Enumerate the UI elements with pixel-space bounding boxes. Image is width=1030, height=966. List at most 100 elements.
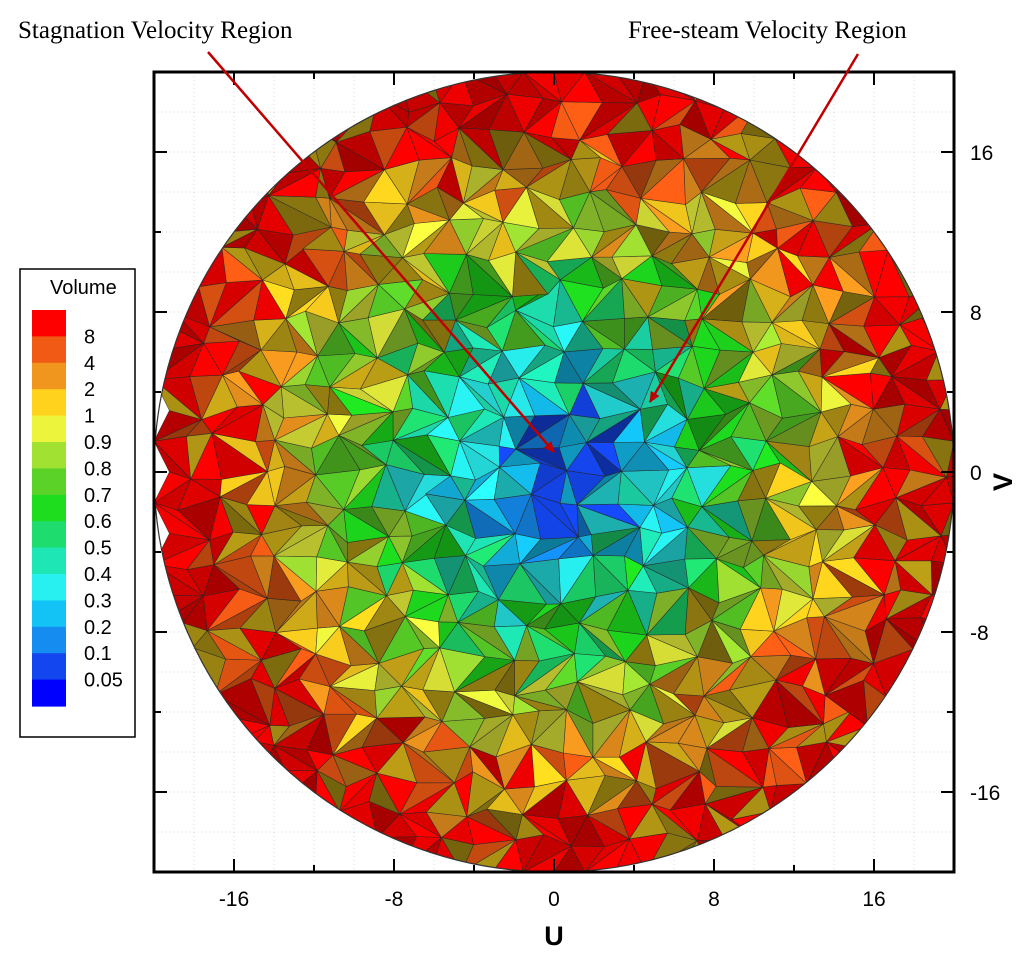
legend-swatch [32, 389, 66, 417]
mesh-triangle [774, 105, 815, 139]
legend-label: 4 [84, 353, 95, 375]
mesh-triangle [337, 72, 380, 102]
legend-label: 0.05 [84, 670, 123, 692]
mesh-triangle [192, 677, 216, 728]
y-tick-label: 8 [970, 302, 982, 325]
legend-swatch [32, 521, 66, 549]
mesh-triangle [491, 72, 524, 95]
legend-label: 0.4 [84, 564, 112, 586]
mesh-triangle [921, 286, 954, 319]
legend-label: 0.5 [84, 538, 112, 560]
y-tick-label: -8 [970, 622, 989, 645]
color-legend: Volume 8 4 2 1 0.9 0.8 0.7 0.6 0.5 0.4 0.3 0.2 0.1 0.… [19, 268, 136, 738]
mesh-triangle [377, 836, 418, 872]
mesh-triangle [553, 72, 586, 103]
mesh-triangle [283, 109, 315, 131]
legend-items: 8 4 2 1 0.9 0.8 0.7 0.6 0.5 0.4 0.3 0.2 0.1 0.05 [32, 310, 123, 707]
mesh-triangle [806, 782, 839, 812]
mesh-triangle [946, 471, 954, 504]
mesh-triangle [835, 166, 883, 193]
legend-swatch [32, 600, 66, 628]
mesh-triangle [212, 158, 268, 200]
x-tick-label: -16 [219, 888, 249, 911]
mesh-triangle [154, 255, 200, 288]
mesh-triangle [760, 810, 782, 850]
mesh-triangle [256, 770, 286, 806]
legend-swatch [32, 679, 66, 707]
legend-swatch [32, 336, 66, 364]
legend-swatch [32, 415, 66, 443]
mesh-triangle [316, 841, 363, 872]
legend-swatch [32, 310, 66, 337]
legend-label: 0.7 [84, 485, 112, 507]
legend-swatch [32, 442, 66, 469]
legend-swatch [32, 574, 66, 601]
mesh-triangle [939, 408, 954, 442]
mesh-triangle [369, 836, 401, 872]
mesh-triangle [770, 783, 808, 813]
mesh-triangle [212, 158, 268, 187]
annotation-freestream-arrow [648, 53, 860, 403]
mesh-triangle [212, 185, 258, 231]
legend-label: 0.2 [84, 617, 112, 639]
mesh-triangle [368, 72, 401, 97]
legend-swatch [32, 626, 66, 654]
y-axis-title: V [988, 473, 1018, 491]
annotation-stagnation-label: Stagnation Velocity Region [18, 17, 293, 44]
mesh-triangle [283, 111, 315, 131]
mesh-triangle [867, 725, 892, 752]
x-tick-label: -8 [385, 888, 404, 911]
mesh-triangle [885, 681, 944, 715]
mesh-triangle [774, 105, 814, 139]
mesh-triangle [930, 653, 954, 688]
mesh-triangle [309, 111, 337, 143]
mesh-triangle [944, 286, 954, 320]
mesh-triangle [154, 646, 194, 688]
legend-swatch [32, 653, 66, 681]
mesh-triangle [266, 128, 287, 174]
mesh-triangle [195, 185, 232, 232]
legend-label: 0.6 [84, 511, 112, 533]
mesh-triangle [696, 839, 726, 872]
legend-label: 1 [84, 406, 95, 428]
x-tick-label: 16 [862, 888, 885, 911]
mesh-triangle [769, 807, 810, 839]
mesh-triangle [154, 225, 197, 257]
mesh-triangle [212, 185, 259, 232]
mesh-triangle [154, 677, 204, 728]
legend-swatch [32, 362, 66, 390]
mesh-triangle [212, 740, 258, 783]
mesh-triangle [887, 228, 948, 262]
mesh-triangle [817, 131, 842, 175]
mesh-triangle [866, 725, 908, 742]
mesh-triangle [805, 783, 847, 813]
mesh-triangle [202, 716, 229, 752]
legend-label: 0.8 [84, 458, 112, 480]
mesh-triangle [337, 836, 379, 872]
mesh-triangle [869, 740, 891, 786]
mesh-triangle [761, 72, 795, 111]
mesh-triangle [770, 810, 810, 850]
mesh-triangle [807, 807, 839, 839]
mesh-triangle [313, 72, 355, 113]
legend-title: Volume [50, 277, 117, 299]
legend-swatch [32, 494, 66, 522]
mesh-triangle [920, 617, 954, 656]
mesh-triangle [202, 693, 229, 727]
mesh-triangle [826, 741, 882, 785]
mesh-triangle [887, 222, 947, 251]
y-tick-label: 16 [970, 142, 993, 165]
mesh-triangle [878, 186, 907, 224]
legend-label: 8 [84, 326, 95, 348]
legend-label: 0.1 [84, 643, 112, 665]
mesh-triangle [213, 750, 259, 783]
legend-label: 0.3 [84, 590, 112, 612]
mesh-triangle [314, 806, 341, 843]
mesh-triangle [760, 840, 782, 872]
mesh-triangle [707, 72, 763, 110]
mesh-triangle [338, 837, 378, 872]
mesh-triangle [868, 165, 886, 201]
mesh-triangle [868, 186, 887, 225]
x-tick-label: 8 [708, 888, 720, 911]
